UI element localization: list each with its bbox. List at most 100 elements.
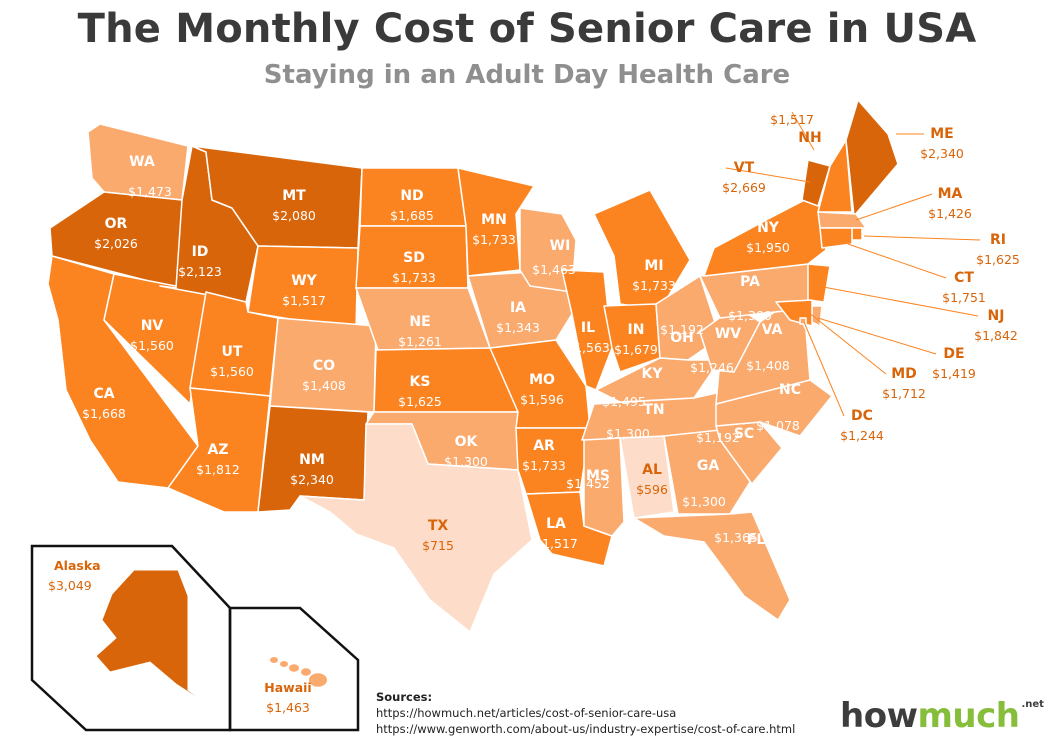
state-value-wi: $1,463 (532, 262, 576, 277)
leader-line-ma (855, 193, 933, 221)
state-value-ia: $1,343 (496, 320, 540, 335)
hawaii-island-5[interactable] (309, 673, 327, 687)
state-code-ny: NY (757, 220, 780, 236)
state-code-az: AZ (208, 442, 229, 458)
state-code-il: IL (581, 320, 595, 336)
alaska-shape[interactable] (95, 569, 211, 707)
state-shape-in[interactable] (603, 303, 661, 373)
state-value-in: $1,679 (614, 342, 658, 357)
state-code-tx: TX (428, 518, 449, 534)
state-value-mt: $2,080 (272, 208, 316, 223)
state-code-fl: FL (747, 532, 766, 548)
state-code-ks: KS (410, 374, 431, 390)
hawaii-value: $1,463 (266, 700, 310, 715)
state-code-in: IN (628, 322, 645, 338)
state-code-oh: OH (670, 330, 694, 346)
state-value-tx: $715 (422, 538, 454, 553)
state-value-ny: $1,950 (746, 240, 790, 255)
state-value-ks: $1,625 (398, 394, 442, 409)
state-shape-az[interactable] (167, 387, 271, 513)
state-value-ma: $1,426 (928, 206, 972, 221)
state-code-nj: NJ (988, 308, 1005, 324)
state-value-nc: $1,078 (756, 418, 800, 433)
state-code-vt: VT (734, 160, 755, 176)
state-value-nm: $2,340 (290, 472, 334, 487)
state-shape-dc[interactable] (799, 317, 807, 325)
hawaii-island-3[interactable] (289, 664, 299, 672)
leader-line-md (807, 311, 887, 375)
state-shape-me[interactable] (845, 99, 899, 217)
state-shape-fl[interactable] (633, 511, 791, 621)
state-shape-al[interactable] (619, 435, 675, 519)
state-value-tn: $1,300 (606, 426, 650, 441)
alaska-name: Alaska (54, 558, 101, 573)
state-value-ne: $1,261 (398, 334, 442, 349)
state-code-sd: SD (403, 250, 425, 266)
leader-line-nh (791, 111, 815, 151)
state-value-va: $1,408 (746, 358, 790, 373)
state-shape-ny[interactable] (703, 191, 827, 277)
state-value-ky: $1,495 (602, 394, 646, 409)
state-code-wy: WY (291, 273, 317, 289)
state-code-la: LA (546, 516, 566, 532)
state-value-sc: $1,192 (696, 430, 740, 445)
state-code-md: MD (891, 366, 917, 382)
leader-line-nj (817, 285, 979, 317)
state-shape-ma[interactable] (817, 211, 867, 229)
state-value-fl: $1,365 (714, 530, 758, 545)
state-value-az: $1,812 (196, 462, 240, 477)
state-value-wa: $1,473 (128, 184, 172, 199)
state-code-ca: CA (93, 386, 114, 402)
state-value-nh: $1,517 (770, 112, 814, 127)
state-code-tn: TN (643, 402, 664, 418)
state-code-nv: NV (141, 318, 164, 334)
alaska-value: $3,049 (48, 578, 92, 593)
state-shape-la[interactable] (525, 491, 613, 567)
state-shape-ct[interactable] (819, 227, 853, 249)
leader-line-dc (803, 321, 845, 417)
leader-line-de (817, 317, 937, 355)
state-code-nm: NM (299, 452, 325, 468)
state-code-wv: WV (715, 326, 741, 342)
state-code-ms: MS (586, 468, 610, 484)
state-code-mo: MO (529, 372, 555, 388)
state-value-ms: $1,452 (566, 476, 610, 491)
hawaii-island-4[interactable] (301, 668, 311, 676)
hawaii-inset-frame (228, 606, 360, 732)
source-link-genworth[interactable]: https://www.genworth.com/about-us/indust… (376, 722, 796, 736)
state-code-al: AL (642, 462, 662, 478)
state-value-la: $1,517 (534, 536, 578, 551)
state-code-or: OR (105, 216, 128, 232)
state-code-ne: NE (409, 314, 430, 330)
state-shape-nv[interactable] (103, 273, 207, 405)
state-code-ct: CT (954, 270, 974, 286)
state-code-mn: MN (481, 212, 507, 228)
state-value-mn: $1,733 (472, 232, 516, 247)
state-value-mi: $1,733 (632, 278, 676, 293)
hawaii-island-1[interactable] (270, 657, 278, 663)
hawaii-island-2[interactable] (280, 661, 288, 667)
state-code-dc: DC (851, 408, 873, 424)
state-value-nj: $1,842 (974, 328, 1018, 343)
state-shape-nj[interactable] (807, 263, 831, 303)
state-code-nd: ND (400, 188, 423, 204)
state-shape-ms[interactable] (583, 437, 625, 537)
logo-how: how (840, 696, 918, 736)
state-shape-tx[interactable] (299, 423, 533, 633)
source-link-howmuch[interactable]: https://howmuch.net/articles/cost-of-sen… (376, 706, 677, 720)
state-shape-ri[interactable] (851, 227, 863, 241)
state-value-al: $596 (636, 482, 668, 497)
state-code-de: DE (943, 346, 964, 362)
state-value-de: $1,419 (932, 366, 976, 381)
state-value-il: $1,563 (566, 340, 610, 355)
state-code-ma: MA (938, 186, 963, 202)
state-value-sd: $1,733 (392, 270, 436, 285)
state-code-sc: SC (734, 426, 754, 442)
state-value-wv: $1,246 (690, 360, 734, 375)
state-code-ri: RI (990, 232, 1006, 248)
state-code-pa: PA (740, 274, 760, 290)
hawaii-name: Hawaii (264, 680, 311, 695)
state-shape-vt[interactable] (801, 159, 831, 207)
state-shape-nh[interactable] (817, 139, 853, 213)
